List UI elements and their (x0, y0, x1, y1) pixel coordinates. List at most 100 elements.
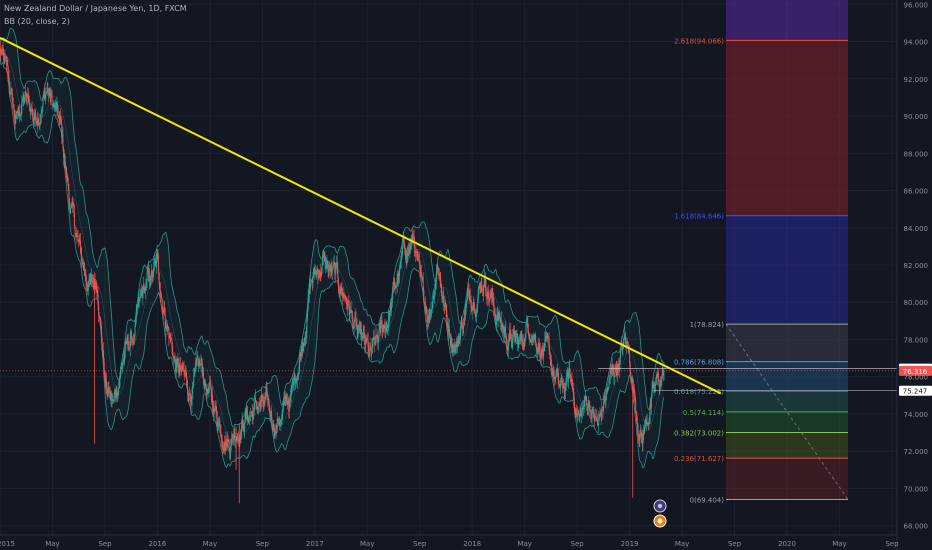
candle-body (564, 386, 566, 393)
candle-body (429, 313, 431, 320)
candle-body (588, 400, 590, 402)
candle-body (601, 407, 603, 418)
price-tick-label: 74.000 (904, 411, 929, 419)
candle-body (176, 358, 178, 362)
candle-body (583, 400, 585, 409)
candle-body (194, 368, 196, 372)
candle-body (457, 343, 459, 346)
candle-body (639, 431, 641, 440)
candle-body (540, 352, 542, 360)
candle-body (458, 338, 460, 344)
candle-body (608, 380, 610, 388)
candle-body (284, 394, 286, 399)
candle-body (187, 385, 189, 395)
candle-body (289, 400, 291, 402)
candle-body (586, 403, 588, 408)
candle-body (389, 303, 391, 312)
candle-body (634, 394, 636, 401)
candle-body (531, 339, 533, 340)
candle-body (523, 341, 525, 350)
price-axis[interactable]: 96.000 94.000 92.000 90.000 88.000 86.000 84.0… (896, 0, 929, 550)
candle-body (321, 264, 323, 272)
candle-body (395, 286, 397, 288)
candle-body (317, 269, 319, 277)
candle-body (646, 421, 648, 425)
candle-body (296, 378, 298, 381)
candle-body (167, 327, 169, 330)
candle-body (512, 334, 514, 343)
candle-body (379, 323, 381, 331)
candle-body (73, 212, 75, 227)
time-axis[interactable]: 2015 May Sep 2016 May Sep 2017 May Sep 2018 May Sep… (0, 534, 899, 548)
candle-body (290, 394, 292, 401)
candle-body (362, 332, 364, 336)
candle-body (196, 357, 198, 359)
candle-body (610, 370, 612, 373)
candle-body (193, 371, 195, 376)
candle-body (196, 357, 198, 359)
candle-body (658, 376, 660, 382)
candle-body (319, 269, 321, 279)
candle-body (202, 371, 204, 381)
candle-body (507, 347, 509, 350)
event-markers[interactable] (653, 499, 667, 528)
candle-body (357, 328, 359, 335)
fibonacci-levels[interactable]: 2.618(94.066) 1.618(84.646) 1(78.824) 0.786… (674, 37, 848, 505)
candle-body (498, 312, 500, 317)
candle-body (187, 394, 189, 401)
candle-body (449, 338, 451, 346)
candle-body (127, 336, 129, 342)
candle-body (333, 262, 335, 264)
candle-body (206, 388, 208, 396)
price-tick-label: 86.000 (904, 188, 929, 196)
candle-body (524, 338, 526, 346)
candle-body (483, 276, 485, 286)
candle-body (353, 327, 355, 329)
symbol-legend[interactable]: New Zealand Dollar / Japanese Yen, 1D, F… (4, 4, 187, 13)
candle-body (503, 331, 505, 334)
candle-body (97, 294, 99, 305)
candle-body (54, 104, 56, 105)
candle-body (508, 341, 510, 350)
candle-body (595, 416, 597, 419)
candle-body (208, 383, 210, 385)
candle-body (630, 373, 632, 381)
candle-body (158, 262, 160, 273)
candle-body (242, 423, 244, 430)
candle-body (40, 121, 42, 123)
candle-body (185, 372, 187, 374)
candle-body (310, 280, 312, 282)
candle-body (155, 260, 157, 266)
candle-body (15, 118, 17, 124)
candle-body (294, 374, 296, 379)
candle-body (471, 307, 473, 312)
candle-body (0, 54, 2, 55)
candle-body (549, 349, 551, 353)
candle-body (259, 402, 261, 406)
candle-body (76, 236, 78, 237)
candle-body (287, 404, 289, 406)
candle-body (475, 310, 477, 317)
candle-body (55, 104, 57, 112)
candle-body (72, 204, 74, 205)
candle-body (141, 291, 143, 293)
candle-body (177, 358, 179, 367)
candle-body (23, 95, 25, 99)
candle-body (339, 287, 341, 295)
candle-body (85, 276, 87, 282)
time-tick-label: May (360, 540, 374, 548)
candle-body (641, 435, 643, 437)
candle-body (611, 365, 613, 371)
candle-body (497, 314, 499, 320)
price-tag-label: 75.247 (903, 388, 928, 396)
candle-body (558, 385, 560, 387)
candle-body (436, 265, 438, 272)
candle-body (448, 325, 450, 335)
candle-body (603, 400, 605, 412)
candle-body (302, 343, 304, 346)
indicator-legend[interactable]: BB (20, close, 2) (4, 17, 70, 26)
candle-body (578, 414, 580, 417)
candle-body (310, 280, 312, 288)
candle-body (269, 408, 271, 417)
